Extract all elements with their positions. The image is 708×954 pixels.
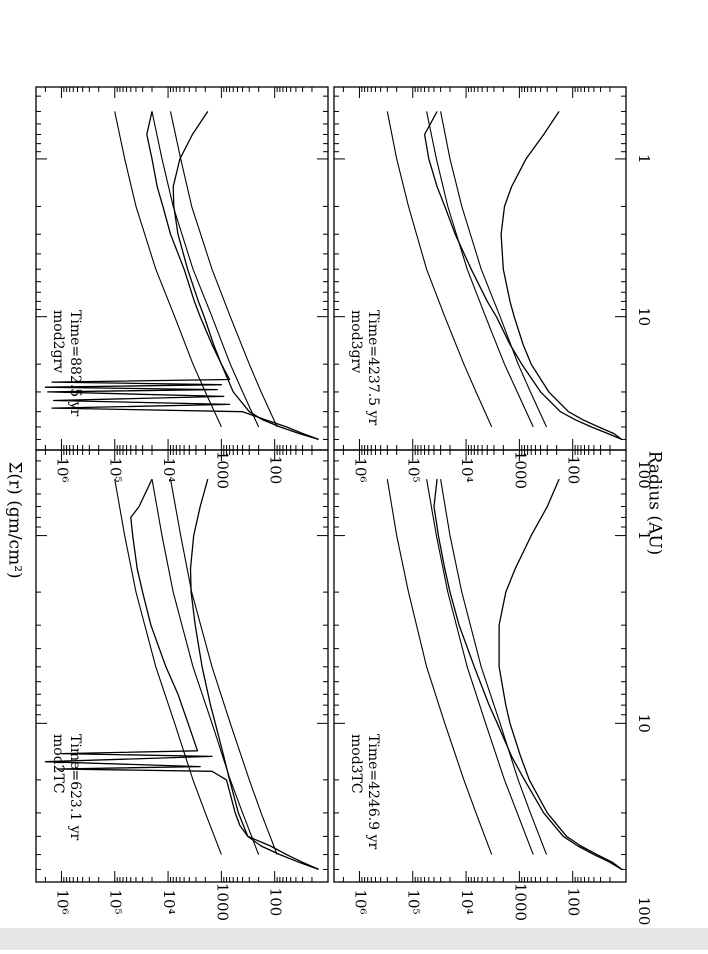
panel-mod2TC: 100 1000 10⁴ 10⁵ 10⁶ mod2TC Time=623.1 yr (35, 449, 329, 921)
model-label: mod3TC (348, 734, 364, 794)
sigma-tick-label: 10⁶ (53, 889, 71, 914)
series-line (433, 479, 623, 870)
sigma-tick-label: 10⁴ (160, 457, 178, 482)
series-line (440, 111, 547, 428)
sigma-tick-label: 1000 (213, 883, 231, 921)
bottom-bar (0, 928, 708, 950)
panel-mod2grv: 100 1000 10⁴ 10⁵ 10⁶ mod2grv Time=882.5 yr (35, 86, 329, 489)
sigma-tick-label: 100 (267, 888, 285, 917)
series-line (44, 478, 319, 870)
radius-tick-label: 1 (635, 531, 653, 541)
series-line (386, 111, 493, 428)
series-line (169, 479, 278, 855)
radius-tick-label: 100 (635, 460, 653, 489)
sigma-tick-label: 1000 (511, 883, 529, 921)
sigma-tick-label: 100 (565, 456, 583, 485)
time-label: Time=623.1 yr (67, 734, 83, 841)
sigma-tick-label: 10⁴ (458, 889, 476, 914)
y-axis-label: Σ(r) (gm/cm²) (5, 461, 25, 578)
sigma-tick-label: 10⁵ (405, 457, 423, 482)
series-line (423, 111, 623, 440)
model-label: mod2grv (50, 310, 66, 373)
series-line (426, 479, 534, 855)
sigma-tick-label: 100 (565, 888, 583, 917)
series-line (44, 111, 319, 441)
series-line (426, 111, 534, 428)
panel-frame (35, 86, 329, 451)
sigma-tick-label: 10⁵ (107, 889, 125, 914)
sigma-tick-label: 10⁵ (405, 889, 423, 914)
radius-tick-label: 10 (635, 714, 653, 733)
sigma-tick-label: 10⁶ (53, 457, 71, 482)
series-line (114, 111, 222, 428)
series-line (440, 479, 548, 855)
time-label: Time=4237.5 yr (365, 310, 381, 425)
sigma-tick-label: 10⁴ (458, 457, 476, 482)
sigma-tick-label: 100 (267, 456, 285, 485)
sigma-tick-label: 10⁶ (351, 457, 369, 482)
model-label: mod2TC (50, 734, 66, 794)
sigma-tick-label: 10⁶ (351, 889, 369, 914)
sigma-tick-label: 1000 (213, 451, 231, 489)
series-line (498, 478, 623, 870)
panel-mod3TC: 1 10 100 100 1000 10⁴ 10⁵ 10⁶ mod3TC Time=4246.9 … (333, 449, 653, 926)
series-line (189, 478, 319, 871)
series-line (151, 479, 260, 855)
series-line (172, 111, 319, 441)
sigma-tick-label: 10⁴ (160, 889, 178, 914)
series-line (169, 111, 278, 428)
series-line (151, 111, 260, 428)
time-label: Time=4246.9 yr (365, 734, 381, 849)
sigma-tick-label: 1000 (511, 451, 529, 489)
x-axis-label: Radius (AU) (645, 451, 665, 556)
series-line (114, 479, 222, 855)
time-label: Time=882.5 yr (67, 310, 83, 417)
sigma-tick-label: 10⁵ (107, 457, 125, 482)
radius-tick-label: 10 (635, 307, 653, 326)
panel-frame (333, 86, 627, 451)
radius-tick-label: 1 (635, 154, 653, 164)
panel-mod3grv: 1 10 100 100 1000 10⁴ 10⁵ 10⁶ mod3grv Time=4237.5… (333, 86, 653, 489)
radius-tick-label: 100 (635, 897, 653, 926)
series-line (386, 479, 493, 855)
model-label: mod3grv (348, 310, 364, 373)
series-line (500, 111, 623, 440)
